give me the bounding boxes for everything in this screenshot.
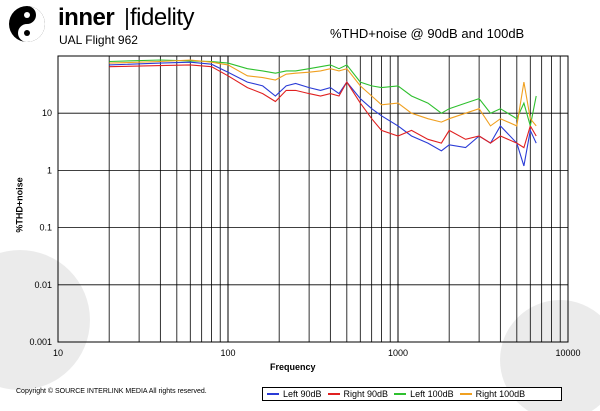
axes: 10 100 1000 10000 0.001 0.01 0.1 1 10 [29, 55, 581, 358]
y-tick-label: 0.01 [34, 280, 52, 290]
legend-label: Left 100dB [410, 389, 454, 399]
y-tick-label: 10 [42, 108, 52, 118]
x-tick-label: 10000 [555, 348, 580, 358]
legend-swatch [394, 393, 407, 395]
legend-label: Left 90dB [283, 389, 322, 399]
legend-item-left-100: Left 100dB [394, 389, 454, 399]
logo-fidelity-text: fidelity [130, 4, 195, 31]
legend-item-left-90: Left 90dB [267, 389, 322, 399]
legend-swatch [267, 393, 279, 395]
x-tick-label: 10 [53, 348, 63, 358]
series-line-3 [109, 59, 537, 127]
y-tick-label: 0.001 [29, 337, 52, 347]
legend-swatch [327, 393, 340, 395]
legend: Left 90dB Right 90dB Left 100dB Right 10… [262, 387, 562, 401]
x-tick-label: 1000 [388, 348, 408, 358]
legend-swatch [459, 393, 472, 395]
legend-item-right-90: Right 90dB [327, 389, 389, 399]
subtitle: UAL Flight 962 [59, 33, 138, 47]
y-tick-label: 0.1 [39, 223, 52, 233]
logo-inner-text: inner [58, 4, 115, 31]
series-line-2 [109, 59, 537, 127]
plot-frame [57, 55, 569, 343]
copyright-text: Copyright © SOURCE INTERLINK MEDIA All r… [16, 388, 207, 395]
legend-item-right-100: Right 100dB [459, 389, 526, 399]
y-tick-label: 1 [47, 165, 52, 175]
x-axis-label: Frequency [270, 362, 316, 372]
series-line-0 [109, 61, 537, 167]
y-axis-label: %THD+noise [14, 177, 25, 233]
series-line-1 [109, 64, 537, 149]
yin-yang-logo-icon [9, 6, 45, 42]
legend-label: Right 90dB [343, 389, 389, 399]
yin-yang-dot-white [24, 12, 30, 18]
x-tick-label: 100 [220, 348, 235, 358]
yin-yang-dot-black [24, 30, 30, 36]
logo-divider [126, 8, 128, 30]
series-group [109, 59, 537, 167]
grid [57, 55, 568, 343]
chart-title: %THD+noise @ 90dB and 100dB [330, 26, 525, 41]
legend-label: Right 100dB [475, 389, 526, 399]
